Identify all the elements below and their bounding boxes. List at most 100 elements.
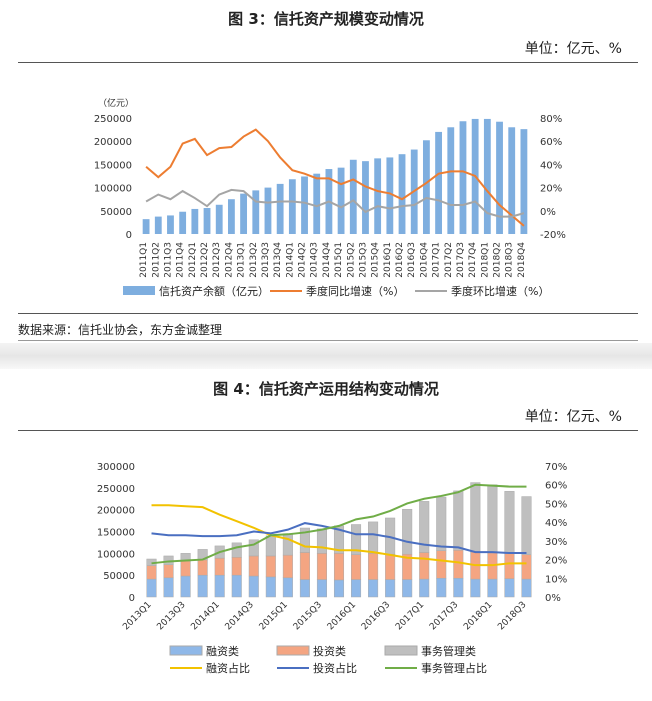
bar [248, 575, 259, 598]
y2-tick-label: 60% [545, 481, 567, 492]
bar [385, 579, 396, 598]
divider [18, 313, 638, 314]
legend-label: 融资占比 [206, 661, 250, 675]
bar [231, 574, 242, 598]
x-tick-label: 2016Q4 [419, 242, 429, 278]
x-tick-label: 2011Q4 [176, 242, 186, 278]
bar [316, 579, 327, 598]
bar [435, 131, 443, 234]
bar [374, 158, 382, 234]
x-tick-label: 2015Q3 [292, 600, 324, 632]
bar [282, 577, 293, 598]
x-tick-label: 2011Q1 [139, 242, 149, 278]
bar [333, 553, 345, 581]
y-tick-label: 150000 [94, 160, 132, 171]
y2-tick-label: 40% [540, 160, 562, 171]
bar [436, 496, 447, 551]
bar [282, 554, 293, 579]
x-tick-label: 2013Q3 [261, 242, 271, 278]
figure3-title: 图 3：信托资产规模变动情况 [228, 10, 424, 28]
y2-tick-label: 0% [540, 207, 556, 218]
bar [163, 577, 174, 598]
x-tick-label: 2017Q3 [428, 600, 460, 632]
figure4-unit: 单位：亿元、% [524, 409, 622, 425]
x-tick-label: 2018Q1 [462, 600, 494, 632]
x-tick-label: 2014Q3 [310, 242, 320, 278]
y-tick-label: 50000 [100, 207, 132, 218]
x-tick-label: 2013Q3 [155, 600, 187, 632]
x-tick-label: 2012Q1 [188, 242, 198, 278]
x-tick-label: 2013Q4 [273, 242, 283, 278]
bar [264, 187, 272, 234]
bar [197, 574, 208, 598]
bar [368, 521, 379, 554]
bar [180, 575, 191, 598]
bar [299, 579, 310, 598]
series-line [151, 483, 527, 565]
y2-tick-label: 80% [540, 114, 562, 125]
y2-tick-label: 60% [540, 137, 562, 148]
bar [521, 554, 532, 580]
x-tick-label: 2012Q2 [200, 242, 210, 278]
x-tick-label: 2016Q1 [383, 242, 393, 278]
figure3-unit: 单位：亿元、% [524, 41, 622, 57]
x-tick-label: 2018Q4 [517, 242, 527, 278]
x-tick-label: 2017Q1 [432, 242, 442, 278]
legend-swatch [276, 645, 310, 656]
y-tick-label: 0 [129, 593, 135, 604]
y-tick-label: 250000 [94, 114, 132, 125]
y-axis-unit: （亿元） [98, 97, 134, 109]
bar [402, 508, 413, 555]
bar [191, 208, 199, 234]
bar [453, 577, 464, 598]
bar [313, 173, 321, 234]
series-line [145, 128, 525, 227]
figure4-title: 图 4：信托资产运用结构变动情况 [213, 380, 439, 398]
bar [386, 157, 394, 234]
bar [265, 555, 276, 578]
legend-label: 投资类 [313, 644, 346, 658]
x-tick-label: 2015Q4 [371, 242, 381, 278]
legend-label: 信托资产余额（亿元） [159, 284, 269, 298]
legend-label: 季度同比增速（%） [306, 284, 404, 298]
bar [459, 121, 467, 234]
bar [447, 127, 455, 234]
bar [453, 550, 464, 579]
legend-label: 投资占比 [313, 661, 357, 675]
bar [470, 482, 481, 553]
x-tick-label: 2014Q2 [298, 242, 308, 278]
bar [282, 533, 293, 556]
bar [299, 552, 310, 580]
x-tick-label: 2013Q1 [121, 600, 153, 632]
bar [227, 199, 235, 234]
y-tick-label: 0 [126, 230, 132, 241]
bar [240, 193, 248, 234]
x-tick-label: 2012Q3 [212, 242, 222, 278]
bar [351, 579, 362, 598]
x-tick-label: 2014Q4 [322, 242, 332, 278]
x-tick-label: 2016Q1 [326, 600, 358, 632]
bar [398, 154, 406, 234]
y-tick-label: 50000 [103, 571, 135, 582]
x-tick-label: 2014Q1 [189, 600, 221, 632]
bar [301, 176, 308, 234]
x-tick-label: 2013Q1 [237, 242, 247, 278]
bar [351, 524, 362, 555]
x-tick-label: 2016Q2 [395, 242, 405, 278]
bar [483, 118, 491, 234]
bar [385, 553, 396, 580]
y2-tick-label: 20% [545, 556, 567, 567]
bar [351, 554, 362, 580]
y-tick-label: 150000 [97, 528, 135, 539]
bar [436, 577, 447, 598]
y-tick-label: 250000 [97, 484, 135, 495]
y2-tick-label: 0% [545, 593, 561, 604]
divider [18, 62, 638, 63]
x-tick-label: 2015Q2 [346, 242, 356, 278]
bar [333, 579, 345, 598]
bar [487, 578, 498, 598]
series-line [151, 504, 527, 567]
y2-tick-label: 40% [545, 518, 567, 529]
y-tick-label: 200000 [97, 506, 135, 517]
